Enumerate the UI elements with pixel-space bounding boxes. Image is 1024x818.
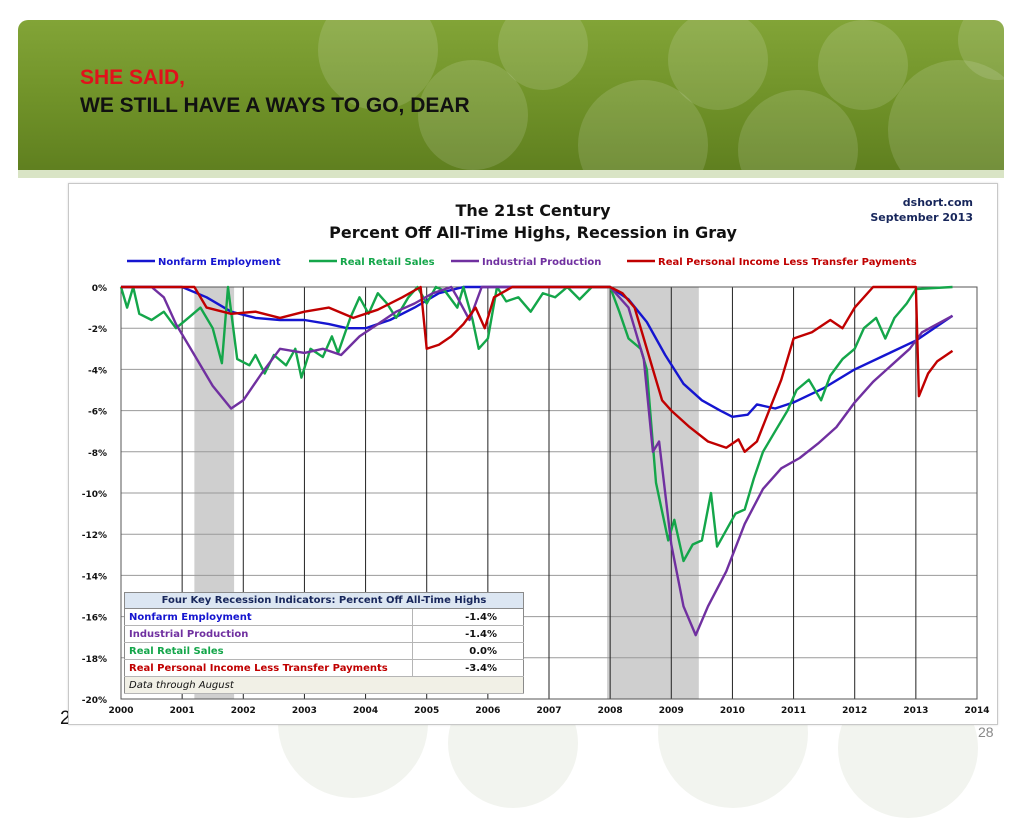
y-tick-label: -10%	[82, 490, 107, 500]
x-axis: 2000 2001 2002 2003 2004 2005 2006 2007 2008 2009…	[108, 706, 989, 716]
x-tick-label: 2011	[781, 706, 806, 716]
series-line	[121, 285, 954, 637]
y-tick-label: -12%	[82, 531, 107, 541]
summary-row-value: 0.0%	[412, 642, 524, 660]
y-tick-label: -4%	[88, 366, 107, 376]
legend-entry: Real Retail Sales	[340, 257, 435, 268]
summary-table-row: Nonfarm Employment -1.4%	[124, 608, 524, 626]
header-banner	[18, 20, 1004, 172]
summary-table-row: Industrial Production -1.4%	[124, 625, 524, 643]
summary-row-value: -1.4%	[412, 608, 524, 626]
series-line	[121, 285, 954, 453]
y-axis: 0% -2% -4% -6% -8% -10% -12% -14% -16% -18% -20%	[82, 284, 107, 706]
y-tick-label: -6%	[88, 408, 107, 418]
series-lines	[119, 285, 954, 637]
summary-table-title: Four Key Recession Indicators: Percent O…	[124, 592, 524, 609]
summary-row-label: Industrial Production	[124, 625, 413, 643]
legend-entry: Nonfarm Employment	[158, 257, 281, 268]
chart-subtitle: Percent Off All-Time Highs, Recession in…	[329, 223, 737, 242]
summary-table-note-row: Data through August	[124, 676, 524, 694]
decor-bubble	[418, 60, 528, 170]
slide-title-line1: SHE SAID,	[80, 66, 186, 89]
decor-bubble	[818, 20, 908, 110]
x-tick-label: 2003	[292, 706, 317, 716]
summary-table-row: Real Retail Sales 0.0%	[124, 642, 524, 660]
x-tick-label: 2005	[414, 706, 439, 716]
banner-divider	[18, 170, 1004, 178]
y-tick-label: -20%	[82, 696, 107, 706]
y-tick-label: -8%	[88, 449, 107, 459]
x-tick-label: 2013	[903, 706, 928, 716]
chart-source: dshort.com	[903, 196, 973, 209]
chart-date: September 2013	[870, 211, 973, 224]
x-tick-label: 2004	[353, 706, 378, 716]
summary-table-row: Real Personal Income Less Transfer Payme…	[124, 659, 524, 677]
y-tick-label: -14%	[82, 572, 107, 582]
x-tick-label: 2007	[536, 706, 561, 716]
page-number: 28	[978, 724, 994, 740]
slide-title-line2: WE STILL HAVE A WAYS TO GO, DEAR	[80, 94, 470, 117]
x-tick-label: 2014	[964, 706, 989, 716]
legend: Nonfarm Employment Real Retail Sales Indus…	[127, 257, 917, 268]
summary-row-label: Real Personal Income Less Transfer Payme…	[124, 659, 413, 677]
summary-row-value: -1.4%	[412, 625, 524, 643]
summary-table: Four Key Recession Indicators: Percent O…	[124, 592, 524, 694]
chart: The 21st Century Percent Off All-Time Hi…	[82, 196, 990, 716]
x-tick-label: 2006	[475, 706, 500, 716]
legend-entry: Real Personal Income Less Transfer Payme…	[658, 257, 917, 268]
x-tick-label: 2001	[170, 706, 195, 716]
y-tick-label: 0%	[92, 284, 107, 294]
y-tick-label: -2%	[88, 325, 107, 335]
x-tick-label: 2009	[659, 706, 684, 716]
x-tick-label: 2002	[231, 706, 256, 716]
x-tick-label: 2000	[108, 706, 133, 716]
summary-row-label: Nonfarm Employment	[124, 608, 413, 626]
y-tick-label: -18%	[82, 655, 107, 665]
decor-bubble	[498, 20, 588, 90]
summary-row-label: Real Retail Sales	[124, 642, 413, 660]
x-tick-label: 2008	[598, 706, 623, 716]
chart-title: The 21st Century	[455, 201, 611, 220]
legend-entry: Industrial Production	[482, 257, 601, 268]
x-tick-label: 2010	[720, 706, 745, 716]
summary-row-value: -3.4%	[412, 659, 524, 677]
decor-bubble	[668, 20, 768, 110]
x-tick-label: 2012	[842, 706, 867, 716]
y-tick-label: -16%	[82, 614, 107, 624]
slide-title: SHE SAID, WE STILL HAVE A WAYS TO GO, DE…	[80, 64, 470, 120]
summary-table-note: Data through August	[124, 676, 524, 694]
